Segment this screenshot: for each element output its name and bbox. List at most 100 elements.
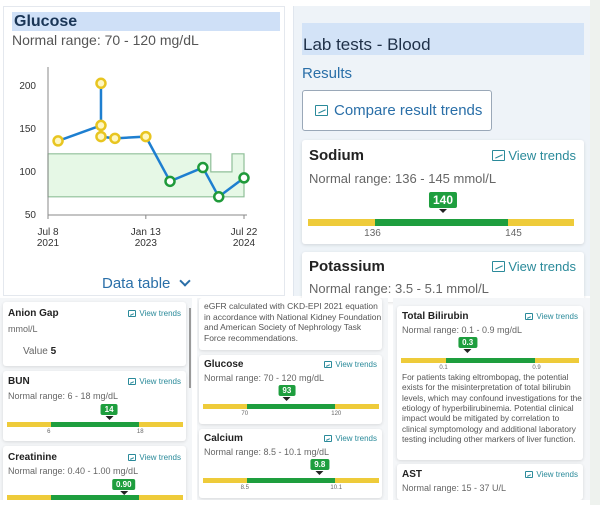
x-tick-label: Jan 13 — [131, 227, 161, 238]
results-column-2: eGFR calculated with CKD-EPI 2021 equati… — [197, 298, 388, 500]
anion-gap-value-row: Value 5 — [23, 346, 56, 357]
bun-range: Normal range: 6 - 18 mg/dL — [8, 391, 119, 401]
data-table-toggle[interactable]: Data table — [102, 275, 191, 292]
background-strip — [590, 0, 600, 505]
data-point — [95, 77, 107, 90]
view-trends-link[interactable]: View trends — [492, 148, 576, 163]
ast-title: AST — [402, 469, 422, 480]
data-point — [109, 132, 121, 145]
trend-chart-icon — [324, 435, 333, 442]
trend-chart-icon — [128, 454, 137, 461]
data-point — [197, 161, 209, 174]
calcium-range: Normal range: 8.5 - 10.1 mg/dL — [204, 447, 330, 457]
value-badge: 93 — [278, 385, 296, 396]
range-high-tick: 120 — [331, 411, 342, 417]
data-point — [95, 130, 107, 143]
data-table-label: Data table — [102, 275, 171, 292]
bilirubin-note: For patients taking eltrombopag, the pot… — [402, 372, 582, 445]
series-line — [57, 83, 245, 199]
value-marker: 140 — [428, 192, 458, 213]
range-low-tick: 70 — [241, 411, 249, 417]
view-trends-label: View trends — [335, 434, 377, 443]
bilirubin-range: Normal range: 0.1 - 0.9 mg/dL — [402, 325, 523, 335]
range-bar — [203, 478, 379, 483]
x-tick-label: 2024 — [233, 238, 256, 249]
potassium-card: Potassium View trends Normal range: 3.5 … — [302, 252, 584, 302]
creatinine-title: Creatinine — [8, 452, 57, 463]
value-marker: 0.3 — [458, 337, 478, 353]
value-marker: 14 — [100, 404, 118, 420]
calcium-card: Calcium View trends Normal range: 8.5 - … — [199, 429, 382, 498]
range-bar — [7, 495, 183, 500]
value-marker: 9.8 — [310, 459, 330, 475]
y-tick-label: 50 — [25, 210, 37, 221]
value-badge: 140 — [428, 192, 458, 208]
y-tick-label: 150 — [19, 124, 36, 135]
view-trends-link[interactable]: View trends — [128, 453, 181, 462]
view-trends-link[interactable]: View trends — [128, 377, 181, 386]
trend-chart-icon — [492, 150, 506, 161]
glucose-result-card: Glucose View trends Normal range: 70 - 1… — [199, 355, 382, 424]
view-trends-link[interactable]: View trends — [492, 259, 576, 274]
value-badge: 0.3 — [458, 337, 478, 348]
view-trends-label: View trends — [536, 312, 578, 321]
range-high-tick: 145 — [505, 228, 522, 239]
range-low-tick: 6 — [47, 429, 51, 435]
data-point — [164, 175, 176, 188]
scrollbar[interactable] — [189, 308, 191, 388]
y-tick-label: 200 — [19, 81, 36, 92]
value-badge: 9.8 — [310, 459, 330, 470]
x-tick-label: Jul 22 — [231, 227, 258, 238]
range-low-tick: 8.5 — [240, 485, 249, 491]
lab-tests-panel: Lab tests - Blood Results Compare result… — [293, 6, 590, 302]
x-tick-label: 2023 — [135, 238, 158, 249]
value-badge: 0.90 — [111, 479, 136, 490]
value-marker: 93 — [278, 385, 296, 401]
anion-gap-unit: mmol/L — [8, 324, 38, 334]
calcium-title: Calcium — [204, 433, 243, 444]
range-bar — [308, 219, 574, 226]
view-trends-label: View trends — [508, 259, 576, 274]
view-trends-link[interactable]: View trends — [525, 470, 578, 479]
glucose-result-title: Glucose — [204, 359, 244, 370]
normal-range-band — [47, 153, 245, 198]
value-label: Value — [23, 346, 48, 357]
compare-label: Compare result trends — [334, 102, 483, 119]
trend-chart-icon — [128, 310, 137, 317]
value-marker: 0.90 — [111, 479, 136, 495]
view-trends-link[interactable]: View trends — [525, 312, 578, 321]
trend-chart-icon — [315, 105, 328, 116]
potassium-title: Potassium — [309, 258, 385, 275]
view-trends-link[interactable]: View trends — [324, 360, 377, 369]
data-point — [95, 119, 107, 132]
y-tick-label: 100 — [19, 167, 36, 178]
view-trends-label: View trends — [508, 148, 576, 163]
view-trends-label: View trends — [536, 470, 578, 479]
trend-chart-icon — [128, 378, 137, 385]
range-high-tick: 10.1 — [330, 485, 343, 491]
trend-chart-icon — [525, 313, 534, 320]
value-badge: 14 — [100, 404, 118, 415]
trend-chart-icon — [525, 471, 534, 478]
data-point — [212, 191, 225, 203]
range-high-tick: 18 — [136, 429, 144, 435]
range-high-tick: 0.9 — [532, 365, 541, 371]
compare-result-trends-button[interactable]: Compare result trends — [302, 90, 492, 131]
results-column-3: Total Bilirubin View trends Normal range… — [393, 298, 590, 500]
view-trends-link[interactable]: View trends — [324, 434, 377, 443]
bun-title: BUN — [8, 376, 30, 387]
results-heading: Results — [302, 65, 353, 82]
trend-chart-icon — [324, 361, 333, 368]
bun-card: BUN View trends Normal range: 6 - 18 mg/… — [3, 371, 186, 441]
ast-range: Normal range: 15 - 37 U/L — [402, 483, 507, 493]
range-low-tick: 0.1 — [439, 365, 448, 371]
range-bar — [203, 404, 379, 409]
sodium-range: Normal range: 136 - 145 mmol/L — [309, 171, 497, 186]
ast-card: AST View trends Normal range: 15 - 37 U/… — [397, 464, 583, 500]
data-point — [238, 172, 250, 184]
view-trends-link[interactable]: View trends — [128, 309, 181, 318]
range-bar — [401, 358, 579, 363]
glucose-trend-card: Glucose Normal range: 70 - 120 mg/dL 50 1… — [3, 6, 285, 296]
view-trends-label: View trends — [139, 377, 181, 386]
